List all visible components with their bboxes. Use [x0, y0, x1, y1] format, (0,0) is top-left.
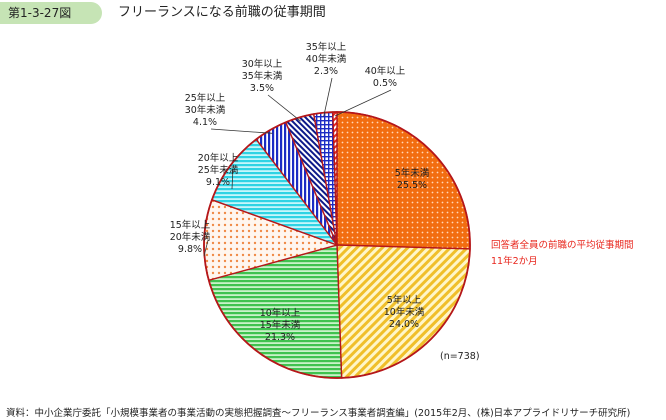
slice-value-label: 25.5%	[397, 180, 427, 191]
average-tenure-note: 回答者全員の前職の平均従事期間 11年2か月	[491, 238, 634, 270]
note-line-2: 11年2か月	[491, 256, 538, 267]
leader-line	[210, 128, 273, 134]
slice-value-label: 2.3%	[314, 66, 338, 77]
slice-category-label: 20年以上	[198, 152, 239, 164]
slice-value-label: 3.5%	[250, 83, 274, 94]
slice-category-label: 40年以上	[365, 65, 406, 77]
slice-category-label: 35年未満	[242, 70, 283, 82]
slice-category-label: 30年未満	[185, 104, 226, 116]
leader-line	[334, 89, 392, 117]
figure-title: フリーランスになる前職の従事期間	[118, 5, 326, 20]
slice-value-label: 9.1%	[206, 177, 230, 188]
slice-value-label: 9.8%	[178, 244, 202, 255]
slice-category-label: 20年未満	[170, 231, 211, 243]
slice-category-label: 30年以上	[242, 58, 283, 70]
slice-value-label: 0.5%	[373, 78, 397, 89]
slice-category-label: 5年以上	[387, 294, 422, 306]
slice-category-label: 10年未満	[384, 306, 425, 318]
leader-line	[231, 168, 234, 190]
figure-number: 第1-3-27図	[0, 2, 102, 24]
slice-value-label: 24.0%	[389, 319, 419, 330]
leader-line	[267, 94, 301, 122]
figure-header: 第1-3-27図 フリーランスになる前職の従事期間	[0, 0, 666, 26]
slice-category-label: 15年未満	[260, 319, 301, 331]
leader-line	[323, 77, 333, 117]
slice-category-label: 35年以上	[306, 41, 347, 53]
slice-value-label: 21.3%	[265, 332, 295, 343]
slice-category-label: 40年未満	[306, 53, 347, 65]
slice-category-label: 25年以上	[185, 92, 226, 104]
slice-value-label: 4.1%	[193, 117, 217, 128]
slice-category-label: 10年以上	[260, 307, 301, 319]
sample-size: (n=738)	[440, 351, 480, 362]
leader-line	[203, 239, 209, 257]
slice-category-label: 5年未満	[395, 167, 430, 179]
source-note: 資料：中小企業庁委託「小規模事業者の事業活動の実態把握調査〜フリーランス事業者調…	[6, 408, 631, 419]
pie-outline	[203, 111, 471, 379]
slice-category-label: 25年未満	[198, 164, 239, 176]
slice-category-label: 15年以上	[170, 219, 211, 231]
note-line-1: 回答者全員の前職の平均従事期間	[491, 240, 634, 251]
